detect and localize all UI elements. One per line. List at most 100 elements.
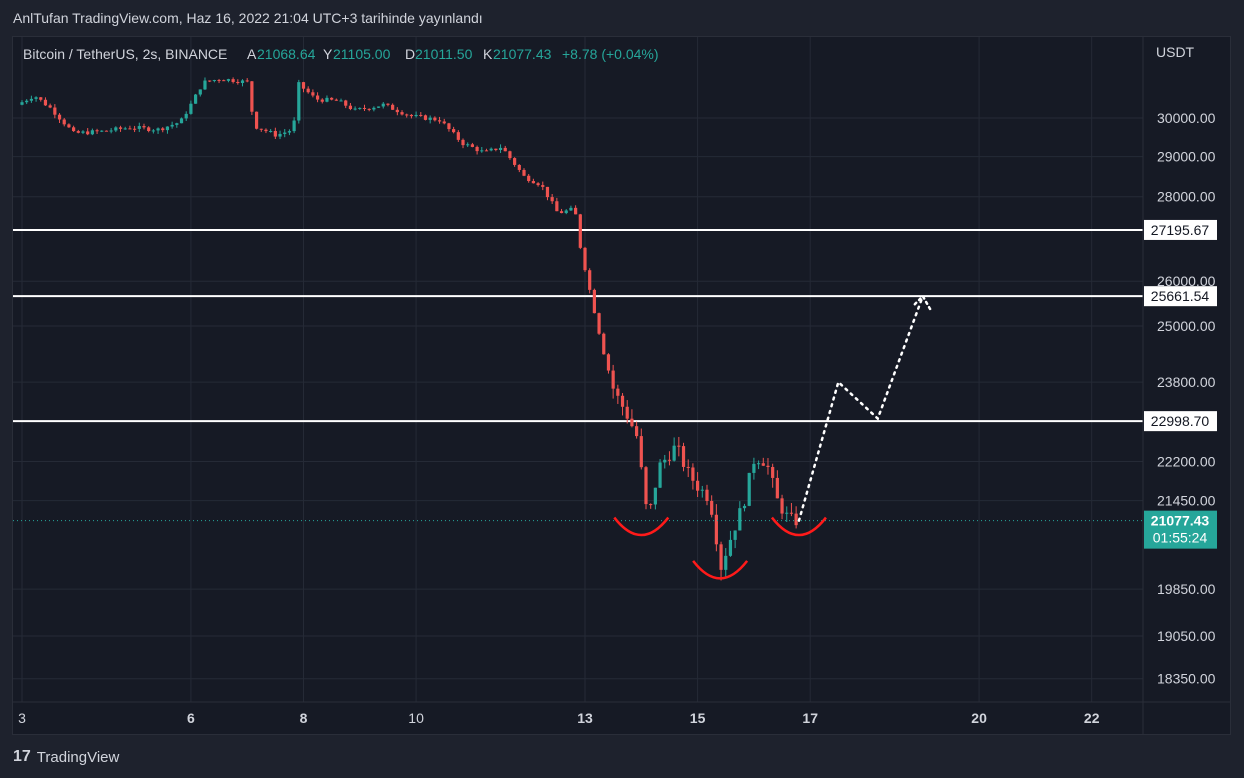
symbol-label: Bitcoin / TetherUS, 2s, BINANCE <box>23 46 227 62</box>
candle-body <box>527 175 531 182</box>
candle-body <box>705 489 709 501</box>
candle-body <box>348 105 353 110</box>
candle-body <box>179 118 184 124</box>
candle-body <box>231 79 235 82</box>
candle-body <box>700 489 704 491</box>
open-value: 21068.64 <box>257 46 316 62</box>
candle-body <box>39 97 43 100</box>
candle-body <box>330 97 334 100</box>
candle-body <box>212 80 216 82</box>
candle-body <box>738 508 742 531</box>
last-price-box <box>1144 510 1217 549</box>
candle-body <box>574 207 578 215</box>
candle-body <box>95 130 99 132</box>
x-tick-label: 15 <box>690 710 706 726</box>
candle-body <box>653 487 657 505</box>
candle-body <box>616 388 620 396</box>
candle-body <box>484 150 489 152</box>
low-value: 21011.50 <box>415 46 473 62</box>
y-tick-label: 19050.00 <box>1157 628 1216 644</box>
y-tick-label: 30000.00 <box>1157 110 1216 126</box>
candle-body <box>386 103 390 105</box>
candle-body <box>376 106 381 108</box>
candle-body <box>175 123 179 125</box>
candle-body <box>273 130 277 137</box>
x-tick-label: 22 <box>1084 710 1100 726</box>
candle-body <box>780 498 784 514</box>
candle-body <box>184 113 188 119</box>
y-tick-label: 19850.00 <box>1157 581 1216 597</box>
y-tick-label: 25000.00 <box>1157 318 1216 334</box>
y-tick-label: 18350.00 <box>1157 671 1216 687</box>
pattern-arc <box>770 516 827 537</box>
candle-body <box>240 80 245 83</box>
candle-body <box>315 95 320 100</box>
candle-body <box>771 467 775 478</box>
candle-body <box>400 112 404 115</box>
candle-body <box>494 148 498 151</box>
candle-body <box>658 462 662 488</box>
candle-body <box>498 147 503 151</box>
change-value: +8.78 (+0.04%) <box>562 46 659 62</box>
y-tick-label: 29000.00 <box>1157 149 1216 165</box>
candle-body <box>72 127 76 132</box>
candle-body <box>203 80 207 90</box>
candle-body <box>742 505 747 509</box>
level-price-box <box>1144 411 1217 432</box>
candle-body <box>714 514 718 545</box>
candle-body <box>311 92 315 96</box>
candle-body <box>503 147 507 152</box>
candle-body <box>470 144 474 147</box>
candle-body <box>301 82 306 89</box>
high-label: Y <box>323 46 333 62</box>
candle-body <box>461 139 465 146</box>
candle-body <box>109 130 113 132</box>
candle-body <box>696 480 700 491</box>
candle-body <box>76 131 80 133</box>
candle-body <box>428 117 432 120</box>
candle-body <box>667 459 672 461</box>
candle-body <box>325 97 329 102</box>
x-tick-label: 20 <box>971 710 987 726</box>
level-price-label: 22998.70 <box>1151 413 1210 429</box>
candles <box>20 77 798 581</box>
candle-body <box>611 370 615 389</box>
candle-body <box>62 119 66 125</box>
candle-body <box>635 426 639 437</box>
candle-body <box>489 148 493 151</box>
candle-body <box>165 126 170 131</box>
candle-body <box>423 115 428 120</box>
candle-body <box>522 169 526 176</box>
candle-body <box>25 100 29 103</box>
y-tick-label: 23800.00 <box>1157 374 1216 390</box>
candle-body <box>536 183 540 186</box>
close-label: K <box>483 46 493 62</box>
close-value: 21077.43 <box>493 46 552 62</box>
candle-body <box>250 81 254 112</box>
footer-brand[interactable]: 17 TradingView <box>13 748 119 766</box>
candle-body <box>710 500 714 515</box>
candle-body <box>663 459 667 463</box>
candle-body <box>513 158 517 165</box>
candle-body <box>649 504 653 506</box>
tradingview-logo-icon: 17 <box>13 748 31 765</box>
candle-body <box>123 128 127 130</box>
candle-body <box>358 107 362 109</box>
chart-panel[interactable]: 27195.67 25661.54 22998.70 21077.43 01:55:2… <box>12 36 1231 735</box>
candle-body <box>480 150 484 152</box>
y-tick-label: 21450.00 <box>1157 493 1216 509</box>
candle-body <box>114 127 118 131</box>
candle-body <box>433 117 437 121</box>
candle-body <box>555 201 559 212</box>
candle-body <box>151 130 155 132</box>
candle-body <box>118 127 123 129</box>
candle-body <box>344 100 348 106</box>
candle-body <box>456 132 460 140</box>
ohlc-legend: Bitcoin / TetherUS, 2s, BINANCE A 21068.… <box>23 46 659 62</box>
candle-body <box>86 131 90 135</box>
candle-body <box>733 530 737 540</box>
candle-body <box>592 289 596 314</box>
candle-body <box>409 114 414 117</box>
candle-body <box>198 89 202 95</box>
